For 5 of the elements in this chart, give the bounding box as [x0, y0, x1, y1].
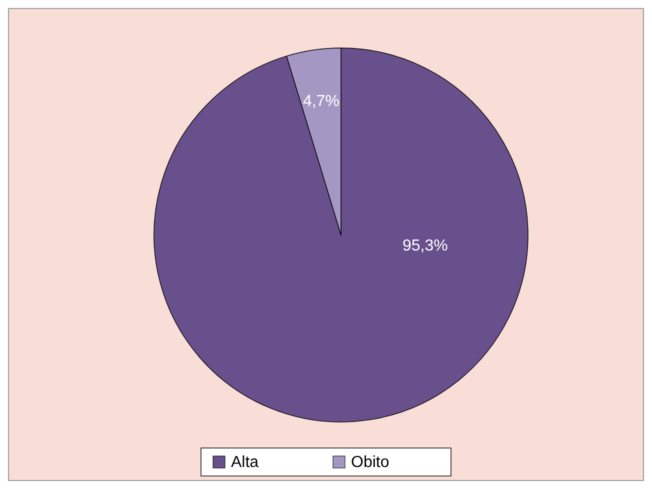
data-label: 95,3%: [402, 237, 448, 254]
data-label: 4,7%: [302, 93, 340, 110]
legend-label: Obito: [351, 454, 390, 472]
legend-label: Alta: [231, 454, 259, 472]
pie-slice: [154, 48, 528, 422]
